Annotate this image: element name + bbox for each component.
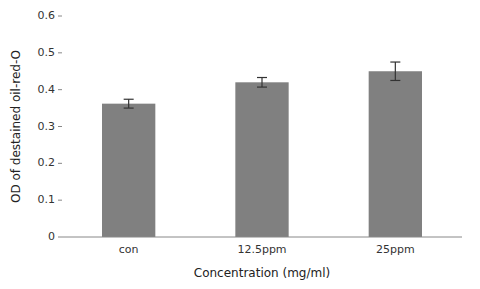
y-tick bbox=[58, 126, 62, 127]
x-axis-title: Concentration (mg/ml) bbox=[194, 266, 330, 280]
x-tick-label: 25ppm bbox=[376, 243, 415, 256]
y-tick-label: 0.4 bbox=[38, 83, 56, 96]
error-bar-cap bbox=[257, 86, 267, 87]
y-tick bbox=[58, 89, 62, 90]
error-bar-stem bbox=[261, 78, 262, 88]
error-bar-cap bbox=[124, 99, 134, 100]
chart: 0 0.1 0.2 0.3 0.4 0.5 0.6 con 12.5ppm 25ppm Concen… bbox=[0, 0, 480, 289]
bar bbox=[235, 82, 288, 237]
error-bar bbox=[124, 99, 134, 108]
y-tick-label: 0.6 bbox=[38, 9, 56, 22]
y-tick-label: 0 bbox=[48, 230, 55, 243]
error-bar-cap bbox=[124, 107, 134, 108]
x-axis-line bbox=[62, 237, 462, 238]
y-tick bbox=[58, 52, 62, 53]
error-bar-stem bbox=[128, 99, 129, 108]
y-tick-label: 0.2 bbox=[38, 156, 56, 169]
y-tick bbox=[58, 163, 62, 164]
y-tick-label: 0.5 bbox=[38, 46, 56, 59]
plot-area bbox=[102, 62, 422, 237]
x-tick-label: con bbox=[119, 243, 139, 256]
y-tick bbox=[58, 16, 62, 17]
y-tick-label: 0.3 bbox=[38, 120, 56, 133]
bar bbox=[102, 104, 155, 237]
error-bar-cap bbox=[257, 77, 267, 78]
y-tick bbox=[58, 200, 62, 201]
bar bbox=[369, 71, 422, 237]
error-bar-cap bbox=[390, 61, 400, 62]
error-bar bbox=[390, 62, 400, 80]
error-bar-stem bbox=[395, 62, 396, 80]
error-bar-cap bbox=[390, 80, 400, 81]
y-axis-title: OD of destained oil-red-O bbox=[9, 50, 23, 203]
y-tick-label: 0.1 bbox=[38, 193, 56, 206]
error-bar bbox=[257, 78, 267, 88]
x-tick-label: 12.5ppm bbox=[237, 243, 286, 256]
y-tick bbox=[58, 237, 62, 238]
